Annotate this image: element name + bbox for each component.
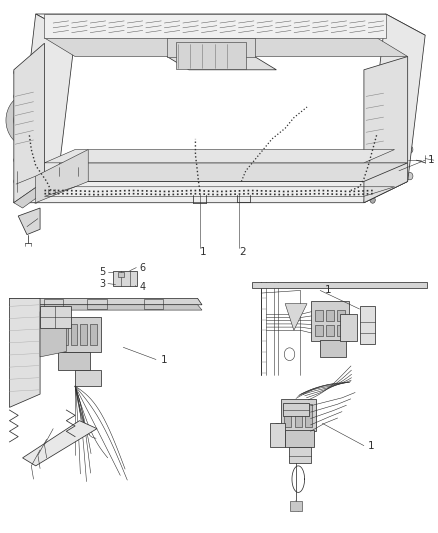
Bar xyxy=(57,352,90,370)
Bar xyxy=(325,325,333,336)
Text: 6: 6 xyxy=(140,263,146,272)
Circle shape xyxy=(287,435,293,442)
Bar xyxy=(57,317,101,352)
Circle shape xyxy=(369,197,374,203)
Circle shape xyxy=(273,423,282,434)
Bar xyxy=(336,310,344,321)
Polygon shape xyxy=(14,181,44,208)
Circle shape xyxy=(303,435,309,442)
Bar xyxy=(175,42,245,69)
Polygon shape xyxy=(285,304,306,330)
Polygon shape xyxy=(14,43,44,203)
Polygon shape xyxy=(10,305,201,310)
Bar xyxy=(280,399,315,431)
Circle shape xyxy=(47,184,54,193)
Circle shape xyxy=(14,177,21,185)
Circle shape xyxy=(14,104,40,136)
Polygon shape xyxy=(35,150,88,203)
Bar xyxy=(289,502,301,511)
Circle shape xyxy=(59,155,78,178)
Bar xyxy=(144,300,163,309)
Bar xyxy=(87,300,106,309)
Circle shape xyxy=(406,66,412,74)
Polygon shape xyxy=(18,208,40,235)
Bar xyxy=(113,271,137,286)
Polygon shape xyxy=(44,14,385,38)
Bar xyxy=(284,403,290,427)
Bar xyxy=(314,310,322,321)
Polygon shape xyxy=(35,14,424,35)
Circle shape xyxy=(406,45,412,52)
Circle shape xyxy=(339,345,344,352)
Circle shape xyxy=(6,95,48,146)
Bar xyxy=(304,403,311,427)
Text: 3: 3 xyxy=(99,279,106,288)
Polygon shape xyxy=(363,56,407,203)
Bar xyxy=(311,301,348,341)
Bar xyxy=(90,324,96,345)
Bar xyxy=(71,324,77,345)
Polygon shape xyxy=(44,38,407,56)
Bar xyxy=(269,423,285,447)
Bar xyxy=(43,300,63,309)
Circle shape xyxy=(33,197,38,203)
Circle shape xyxy=(343,322,352,333)
Bar xyxy=(294,403,301,427)
Polygon shape xyxy=(44,150,394,163)
Circle shape xyxy=(42,30,46,35)
Bar xyxy=(61,324,67,345)
Circle shape xyxy=(367,104,403,147)
Circle shape xyxy=(71,357,78,365)
Bar xyxy=(288,447,310,463)
Polygon shape xyxy=(22,421,97,466)
Bar xyxy=(117,272,124,277)
Bar xyxy=(75,370,101,386)
Polygon shape xyxy=(14,181,407,203)
Text: 1: 1 xyxy=(367,441,374,451)
Bar xyxy=(319,340,346,357)
Polygon shape xyxy=(40,312,66,357)
Text: 2: 2 xyxy=(238,247,245,256)
Polygon shape xyxy=(252,282,426,288)
Circle shape xyxy=(14,156,21,165)
Polygon shape xyxy=(10,298,40,407)
Polygon shape xyxy=(14,14,75,203)
Text: 1: 1 xyxy=(426,155,433,165)
Circle shape xyxy=(21,114,32,127)
Polygon shape xyxy=(166,38,254,56)
Circle shape xyxy=(295,435,301,442)
Bar xyxy=(285,430,313,447)
Circle shape xyxy=(273,434,282,445)
Polygon shape xyxy=(166,56,276,70)
Bar xyxy=(325,310,333,321)
Bar xyxy=(336,325,344,336)
Circle shape xyxy=(383,30,387,35)
Circle shape xyxy=(406,146,412,154)
Polygon shape xyxy=(363,14,424,203)
Bar xyxy=(40,306,71,328)
Circle shape xyxy=(42,54,46,59)
Circle shape xyxy=(81,357,87,365)
Polygon shape xyxy=(10,298,201,305)
Bar xyxy=(314,325,322,336)
Text: 1: 1 xyxy=(324,286,330,295)
Bar xyxy=(359,306,374,344)
Circle shape xyxy=(383,54,387,59)
Circle shape xyxy=(331,345,336,352)
Circle shape xyxy=(62,357,68,365)
Circle shape xyxy=(374,112,396,139)
Circle shape xyxy=(323,345,328,352)
Text: 1: 1 xyxy=(160,354,167,365)
Circle shape xyxy=(14,68,21,77)
Polygon shape xyxy=(44,163,407,181)
Bar xyxy=(283,403,308,416)
Text: 4: 4 xyxy=(140,282,146,292)
Text: 5: 5 xyxy=(99,267,106,277)
Circle shape xyxy=(25,217,33,228)
Bar xyxy=(339,314,357,341)
Bar xyxy=(80,324,87,345)
Text: 1: 1 xyxy=(199,247,206,256)
Circle shape xyxy=(14,92,21,101)
Circle shape xyxy=(406,172,412,180)
